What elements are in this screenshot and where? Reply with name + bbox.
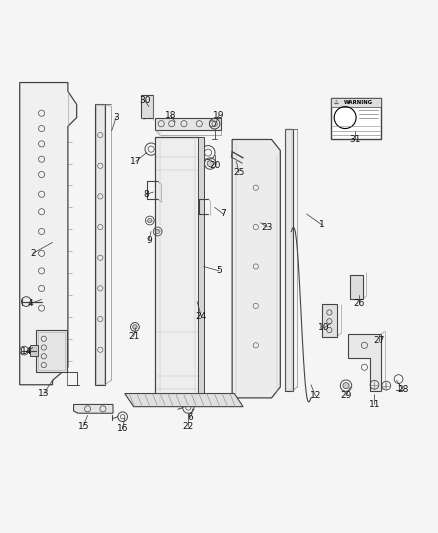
- Polygon shape: [348, 334, 381, 391]
- Text: 20: 20: [209, 161, 220, 170]
- Bar: [30, 345, 38, 356]
- Bar: [331, 98, 381, 107]
- Text: 16: 16: [117, 424, 128, 433]
- Text: 11: 11: [369, 400, 380, 409]
- Bar: [38, 332, 65, 370]
- Text: 13: 13: [38, 389, 49, 398]
- Text: 5: 5: [216, 266, 222, 276]
- Text: 29: 29: [340, 391, 352, 400]
- Text: 10: 10: [318, 324, 330, 332]
- Bar: [350, 275, 363, 300]
- Text: 30: 30: [139, 95, 150, 104]
- Text: 24: 24: [196, 312, 207, 321]
- Circle shape: [155, 229, 160, 233]
- Polygon shape: [232, 140, 280, 398]
- Text: 6: 6: [187, 413, 194, 422]
- Text: 19: 19: [213, 111, 225, 120]
- Bar: [322, 304, 337, 336]
- Text: 9: 9: [146, 236, 152, 245]
- Bar: [155, 118, 221, 130]
- Text: 2: 2: [30, 249, 35, 258]
- Text: 8: 8: [144, 190, 150, 199]
- Bar: [96, 106, 104, 384]
- Circle shape: [148, 219, 152, 223]
- Text: 14: 14: [21, 348, 32, 357]
- Text: 18: 18: [165, 111, 177, 120]
- Bar: [95, 104, 105, 385]
- Text: 22: 22: [183, 422, 194, 431]
- Text: 15: 15: [78, 422, 89, 431]
- Circle shape: [343, 383, 349, 389]
- Polygon shape: [125, 393, 243, 407]
- Bar: [286, 130, 292, 391]
- Polygon shape: [74, 405, 113, 413]
- Text: ⚠: ⚠: [334, 100, 339, 105]
- Text: 28: 28: [397, 385, 409, 394]
- Text: 1: 1: [319, 220, 325, 229]
- Bar: [198, 138, 204, 405]
- Text: 3: 3: [113, 113, 119, 122]
- Text: 21: 21: [128, 332, 139, 341]
- Bar: [36, 330, 67, 372]
- Text: WARNING: WARNING: [344, 100, 373, 105]
- Bar: [141, 95, 153, 118]
- Circle shape: [133, 325, 137, 329]
- Text: 12: 12: [310, 391, 321, 400]
- Bar: [155, 138, 199, 405]
- Text: 25: 25: [233, 168, 244, 177]
- Text: 7: 7: [220, 209, 226, 219]
- Text: 4: 4: [28, 299, 33, 308]
- Bar: [331, 98, 381, 140]
- Text: 17: 17: [130, 157, 141, 166]
- Text: 26: 26: [353, 299, 365, 308]
- Polygon shape: [20, 83, 77, 385]
- Text: 31: 31: [349, 135, 360, 144]
- Circle shape: [207, 160, 213, 167]
- Bar: [285, 128, 293, 391]
- Text: 23: 23: [261, 223, 273, 231]
- Text: 27: 27: [373, 336, 385, 345]
